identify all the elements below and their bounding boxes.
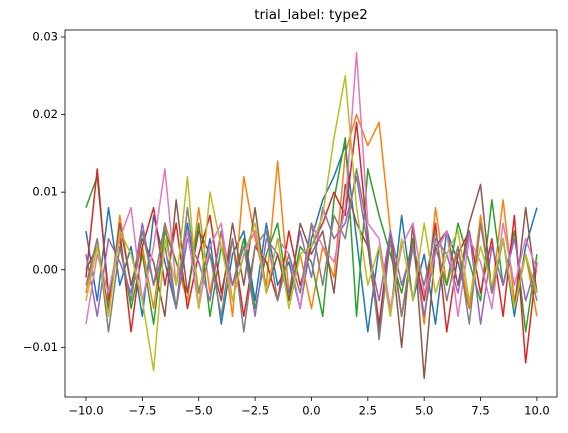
x-tick-label: 7.5 <box>471 404 489 418</box>
x-tick-label: 2.5 <box>359 404 377 418</box>
series-line <box>85 168 538 341</box>
x-tick-label: −7.5 <box>128 404 156 418</box>
x-tick-label: 5.0 <box>415 404 433 418</box>
x-tick-label: −10.0 <box>68 404 103 418</box>
x-tick-label: 0.0 <box>302 404 320 418</box>
chart-title: trial_label: type2 <box>254 7 368 23</box>
y-tick-label: 0.03 <box>32 29 58 43</box>
y-tick-label: 0.02 <box>32 107 58 121</box>
series-line <box>85 75 538 372</box>
x-tick-label: 10.0 <box>524 404 550 418</box>
y-tick-label: −0.01 <box>23 340 58 354</box>
x-tick-label: −5.0 <box>185 404 213 418</box>
series-line <box>85 175 538 325</box>
y-tick-label: 0.00 <box>32 262 58 276</box>
plot-frame <box>64 29 558 398</box>
series-line <box>85 183 538 380</box>
x-tick-label: −2.5 <box>241 404 269 418</box>
y-tick-label: 0.01 <box>32 185 58 199</box>
